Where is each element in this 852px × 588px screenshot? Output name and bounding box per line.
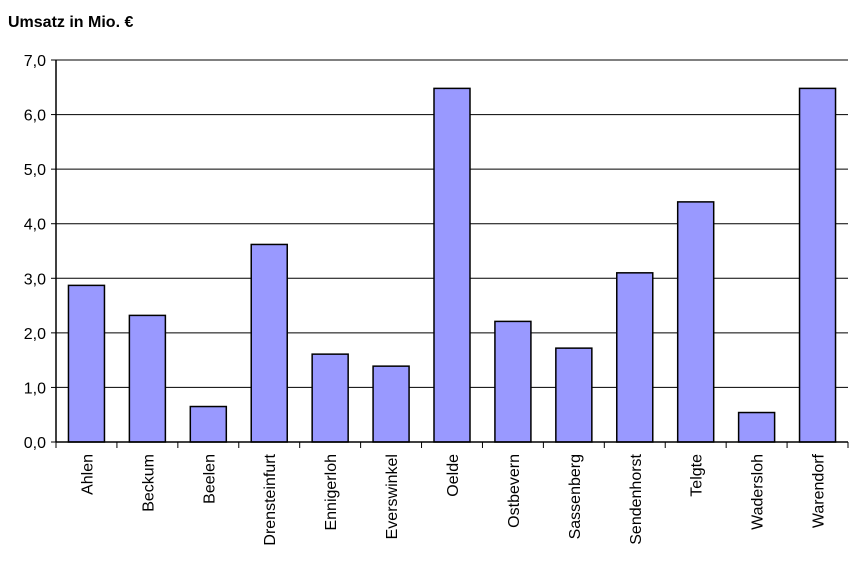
x-tick-label: Wadersloh: [750, 454, 767, 530]
bar: [67, 284, 106, 443]
bar: [128, 314, 167, 443]
bar: [616, 272, 654, 443]
bar: [555, 347, 593, 443]
x-tick-label: Sendenhorst: [628, 453, 645, 544]
y-tick-labels: 0,0 1,0 2,0 3,0 4,0 5,0 6,0 7,0: [24, 53, 46, 452]
bar: [372, 365, 410, 443]
bar: [189, 405, 228, 443]
bar: [250, 243, 288, 443]
y-tick-label: 5,0: [24, 162, 46, 179]
x-tick-label: Ennigerloh: [323, 454, 340, 531]
bar: [433, 87, 471, 443]
chart-title: Umsatz in Mio. €: [8, 14, 134, 31]
bars: [67, 87, 837, 443]
bar: [311, 353, 349, 443]
bar: [676, 201, 715, 443]
y-tick-label: 7,0: [24, 53, 46, 70]
x-tick-label: Beckum: [140, 454, 157, 512]
axes: [51, 59, 849, 448]
x-tick-label: Oelde: [445, 454, 462, 497]
x-tick-label: Sassenberg: [567, 454, 584, 539]
x-tick-label: Telgte: [689, 454, 706, 497]
x-tick-label: Ostbevern: [506, 454, 523, 528]
y-tick-label: 1,0: [24, 380, 46, 397]
y-tick-label: 0,0: [24, 435, 46, 452]
x-tick-label: Beelen: [201, 454, 218, 504]
x-tick-labels: Ahlen Beckum Beelen Drensteinfurt Ennigerloh…: [79, 453, 827, 545]
bar: [737, 411, 776, 443]
x-tick-label: Warendorf: [811, 453, 828, 528]
bar: [798, 87, 837, 443]
bar: [494, 320, 532, 443]
y-tick-label: 6,0: [24, 108, 46, 125]
y-tick-label: 4,0: [24, 217, 46, 234]
y-tick-label: 2,0: [24, 326, 46, 343]
x-tick-label: Everswinkel: [384, 454, 401, 539]
y-tick-label: 3,0: [24, 271, 46, 288]
x-tick-label: Drensteinfurt: [262, 453, 279, 545]
x-tick-label: Ahlen: [79, 454, 96, 495]
